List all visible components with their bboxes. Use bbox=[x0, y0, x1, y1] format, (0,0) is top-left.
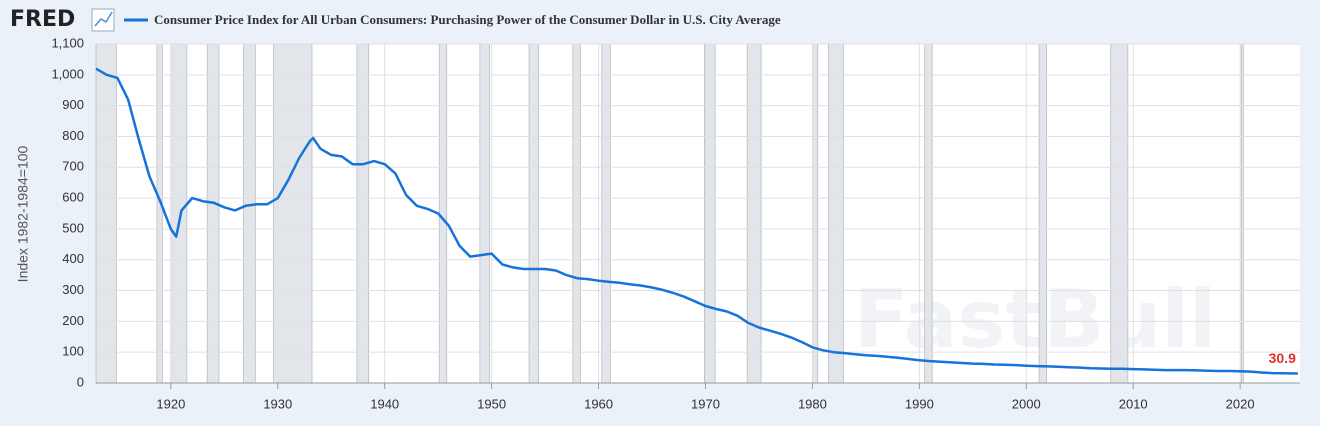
y-tick-label: 700 bbox=[62, 159, 84, 174]
recession-band bbox=[95, 43, 117, 384]
recession-band bbox=[746, 43, 762, 384]
x-tick-label: 1920 bbox=[156, 396, 185, 411]
logo-icon-line bbox=[94, 11, 113, 27]
watermark: FastBull bbox=[854, 273, 1217, 366]
y-axis-label: Index 1982-1984=100 bbox=[15, 145, 31, 282]
x-tick-label: 1930 bbox=[263, 396, 292, 411]
x-tick-label: 1990 bbox=[905, 396, 934, 411]
source-logo: FRED bbox=[10, 7, 75, 32]
x-tick-label: 1970 bbox=[691, 396, 720, 411]
x-tick-label: 2020 bbox=[1226, 396, 1255, 411]
y-tick-label: 900 bbox=[62, 97, 84, 112]
y-tick-label: 400 bbox=[62, 251, 84, 266]
recession-band bbox=[601, 43, 611, 384]
recession-band bbox=[1110, 43, 1129, 384]
y-tick-label: 200 bbox=[62, 313, 84, 328]
recession-band bbox=[812, 43, 819, 384]
recession-band bbox=[243, 43, 256, 384]
x-tick-label: 1980 bbox=[798, 396, 827, 411]
recession-band bbox=[924, 43, 933, 384]
y-tick-label: 300 bbox=[62, 282, 84, 297]
recession-band bbox=[1038, 43, 1047, 384]
x-tick-label: 1960 bbox=[584, 396, 613, 411]
recession-band bbox=[479, 43, 490, 384]
x-tick-label: 2010 bbox=[1119, 396, 1148, 411]
y-tick-label: 600 bbox=[62, 190, 84, 205]
recession-band bbox=[828, 43, 844, 384]
y-tick-label: 500 bbox=[62, 220, 84, 235]
y-tick-label: 100 bbox=[62, 344, 84, 359]
recession-band bbox=[1240, 43, 1244, 384]
last-value-label: 30.9 bbox=[1269, 350, 1296, 366]
recession-band bbox=[206, 43, 220, 384]
recession-band bbox=[170, 43, 188, 384]
x-tick-label: 1950 bbox=[477, 396, 506, 411]
recession-band bbox=[528, 43, 540, 384]
x-tick-label: 1940 bbox=[370, 396, 399, 411]
series-line bbox=[95, 67, 1298, 375]
recession-band bbox=[156, 43, 163, 384]
recession-band bbox=[356, 43, 370, 384]
recession-band bbox=[438, 43, 448, 384]
y-tick-label: 800 bbox=[62, 128, 84, 143]
y-tick-label: 1,000 bbox=[51, 66, 84, 81]
y-tick-label: 1,100 bbox=[51, 35, 84, 50]
recession-band bbox=[572, 43, 581, 384]
y-tick-label: 0 bbox=[77, 374, 84, 389]
recession-band bbox=[273, 43, 313, 384]
legend-entry: Consumer Price Index for All Urban Consu… bbox=[154, 12, 781, 27]
x-tick-label: 2000 bbox=[1012, 396, 1041, 411]
recession-band bbox=[704, 43, 716, 384]
